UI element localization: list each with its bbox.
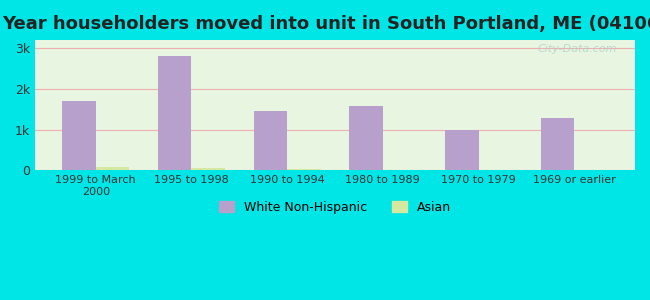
Bar [254, 111, 287, 170]
Bar [96, 167, 129, 170]
Bar [62, 101, 96, 170]
Bar [541, 118, 574, 170]
Text: City-Data.com: City-Data.com [538, 44, 617, 54]
Legend: White Non-Hispanic, Asian: White Non-Hispanic, Asian [214, 196, 456, 219]
Title: Year householders moved into unit in South Portland, ME (04106): Year householders moved into unit in Sou… [2, 15, 650, 33]
Bar [158, 56, 192, 170]
Bar [445, 130, 478, 170]
Bar [192, 168, 225, 170]
Bar [287, 169, 320, 170]
Bar [349, 106, 383, 170]
